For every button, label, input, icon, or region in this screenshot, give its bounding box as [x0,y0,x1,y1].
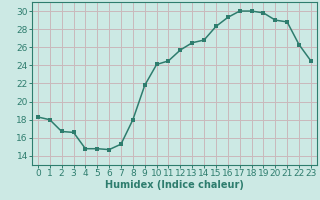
X-axis label: Humidex (Indice chaleur): Humidex (Indice chaleur) [105,180,244,190]
